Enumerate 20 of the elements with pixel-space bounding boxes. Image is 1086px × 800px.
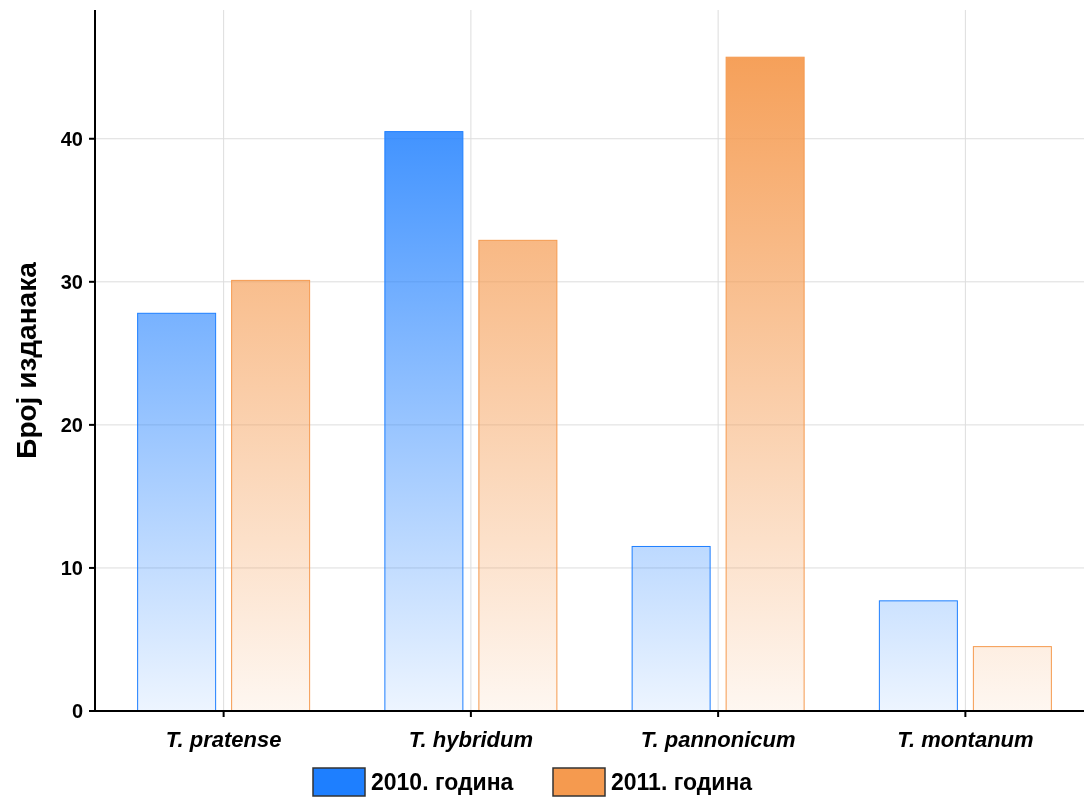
y-tick-label: 10 [60, 556, 83, 579]
x-tick-label: T. hybridum [408, 727, 534, 752]
bar [478, 239, 558, 712]
bar [231, 279, 311, 712]
bar [878, 600, 958, 712]
bar [725, 56, 805, 712]
x-tick-label: T. pannonicum [640, 727, 796, 752]
legend-label: 2010. година [371, 769, 514, 796]
bar [631, 545, 711, 712]
legend-label: 2011. година [611, 769, 753, 796]
x-tick-label: T. pratense [165, 727, 282, 752]
y-tick-label: 0 [71, 700, 83, 722]
y-tick-label: 30 [60, 270, 83, 293]
y-tick-label: 20 [60, 413, 83, 436]
bar [384, 131, 464, 712]
y-axis-title: Број изданака [11, 261, 42, 459]
bar [972, 646, 1052, 712]
y-tick-label: 40 [60, 127, 83, 150]
bar [137, 312, 217, 712]
x-tick-label: T. montanum [897, 727, 1034, 752]
